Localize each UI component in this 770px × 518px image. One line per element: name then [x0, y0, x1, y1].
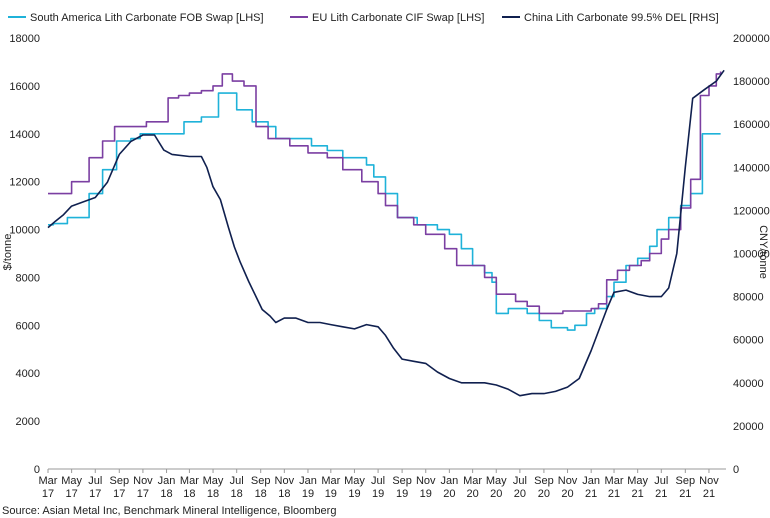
series-line-2	[48, 71, 722, 315]
series-line-1	[48, 92, 721, 331]
x-tick-label-month: Mar	[39, 475, 58, 487]
x-tick-label-month: Nov	[699, 475, 719, 487]
x-tick-label-year: 20	[561, 488, 573, 500]
source-note: Source: Asian Metal Inc, Benchmark Miner…	[2, 505, 336, 517]
x-tick-label-year: 19	[348, 488, 360, 500]
x-tick-label-year: 19	[396, 488, 408, 500]
x-tick-label-month: Sep	[392, 475, 412, 487]
y-left-tick-label: 18000	[9, 33, 40, 45]
y-axis-right-title: CNY/tonne	[757, 225, 769, 279]
x-tick-label-month: Sep	[251, 475, 271, 487]
y-left-tick-label: 6000	[16, 320, 40, 332]
x-tick-label-year: 20	[490, 488, 502, 500]
x-tick-label-year: 19	[420, 488, 432, 500]
x-tick-label-month: Jul	[371, 475, 385, 487]
y-right-tick-label: 40000	[733, 378, 764, 390]
x-tick-label-month: Mar	[180, 475, 199, 487]
x-tick-label-year: 20	[443, 488, 455, 500]
x-tick-label-month: Nov	[558, 475, 578, 487]
x-tick-label-year: 20	[514, 488, 526, 500]
x-tick-label-month: May	[61, 475, 82, 487]
x-tick-label-month: Jul	[88, 475, 102, 487]
x-tick-label-year: 19	[302, 488, 314, 500]
x-tick-label-month: Jan	[441, 475, 459, 487]
x-tick-label-year: 17	[137, 488, 149, 500]
x-tick-label-month: Sep	[676, 475, 696, 487]
x-tick-label-month: May	[486, 475, 507, 487]
x-tick-label-month: May	[627, 475, 648, 487]
y-right-tick-label: 100000	[733, 249, 770, 261]
y-left-tick-label: 2000	[16, 416, 40, 428]
x-tick-label-month: Jul	[513, 475, 527, 487]
x-tick-label-month: Sep	[534, 475, 554, 487]
x-tick-label-year: 19	[325, 488, 337, 500]
x-tick-label-month: May	[203, 475, 224, 487]
x-tick-label-month: Jan	[582, 475, 600, 487]
x-tick-label-year: 18	[231, 488, 243, 500]
y-left-tick-label: 14000	[9, 129, 40, 141]
x-tick-label-year: 20	[466, 488, 478, 500]
y-axis-left-title: $/tonne	[2, 234, 14, 271]
legend-label: South America Lith Carbonate FOB Swap [L…	[30, 12, 264, 24]
x-tick-label-year: 18	[207, 488, 219, 500]
x-tick-label-year: 17	[42, 488, 54, 500]
legend-label: EU Lith Carbonate CIF Swap [LHS]	[312, 12, 484, 24]
x-tick-label-month: Jul	[654, 475, 668, 487]
x-tick-label-year: 21	[632, 488, 644, 500]
x-tick-label-month: Nov	[275, 475, 295, 487]
x-tick-label-year: 21	[703, 488, 715, 500]
x-tick-label-year: 18	[160, 488, 172, 500]
series-group	[47, 69, 725, 397]
y-left-tick-label: 16000	[9, 81, 40, 93]
x-tick-label-month: Jan	[158, 475, 176, 487]
x-tick-label-month: Jul	[230, 475, 244, 487]
x-tick-label-month: May	[344, 475, 365, 487]
y-right-tick-label: 60000	[733, 335, 764, 347]
x-tick-label-month: Jan	[299, 475, 317, 487]
x-tick-label-year: 21	[608, 488, 620, 500]
x-tick-label-year: 18	[278, 488, 290, 500]
x-tick-label-year: 20	[538, 488, 550, 500]
x-tick-label-year: 17	[113, 488, 125, 500]
x-axis: Mar17May17Jul17Sep17Nov17Jan18Mar18May18…	[39, 469, 719, 500]
y-right-tick-label: 0	[733, 464, 739, 476]
x-tick-label-month: Mar	[463, 475, 482, 487]
x-tick-label-month: Sep	[109, 475, 129, 487]
y-axis-right: 0 20000 40000 60000 80000 100000 120000 140000 1…	[733, 33, 770, 476]
x-tick-label-month: Mar	[605, 475, 624, 487]
y-right-tick-label: 140000	[733, 162, 770, 174]
x-tick-label-year: 21	[585, 488, 597, 500]
legend-label: China Lith Carbonate 99.5% DEL [RHS]	[524, 12, 719, 24]
y-right-tick-label: 20000	[733, 421, 764, 433]
y-right-tick-label: 120000	[733, 205, 770, 217]
y-left-tick-label: 4000	[16, 368, 40, 380]
x-tick-label-month: Mar	[321, 475, 340, 487]
y-right-tick-label: 180000	[733, 76, 770, 88]
x-tick-label-year: 21	[679, 488, 691, 500]
y-right-tick-label: 160000	[733, 119, 770, 131]
x-tick-label-year: 18	[255, 488, 267, 500]
y-left-tick-label: 12000	[9, 177, 40, 189]
y-right-tick-label: 200000	[733, 33, 770, 45]
x-tick-label-month: Nov	[133, 475, 153, 487]
x-tick-label-year: 21	[655, 488, 667, 500]
x-tick-label-year: 19	[372, 488, 384, 500]
series-line-3	[47, 69, 725, 397]
y-right-tick-label: 80000	[733, 292, 764, 304]
x-tick-label-year: 17	[89, 488, 101, 500]
legend: South America Lith Carbonate FOB Swap [L…	[8, 12, 719, 24]
y-left-tick-label: 8000	[16, 272, 40, 284]
x-tick-label-month: Nov	[416, 475, 436, 487]
x-tick-label-year: 18	[183, 488, 195, 500]
x-tick-label-year: 17	[66, 488, 78, 500]
y-left-tick-label: 10000	[9, 225, 40, 237]
y-axis-left: 0 2000 4000 6000 8000 10000 12000 14000 16000 180…	[9, 33, 40, 476]
y-left-tick-label: 0	[34, 464, 40, 476]
